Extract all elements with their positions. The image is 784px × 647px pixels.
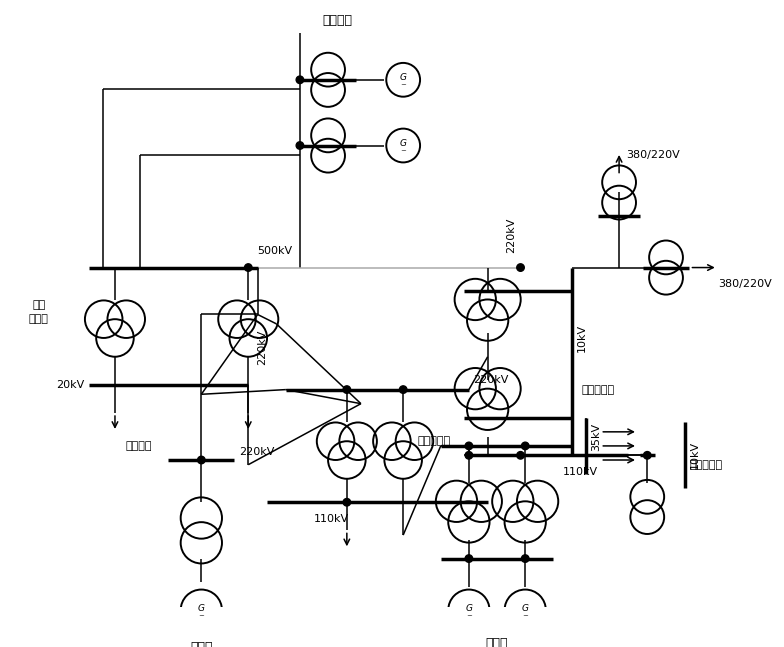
Text: 10kV: 10kV: [577, 324, 587, 352]
Text: 火电厂: 火电厂: [190, 641, 212, 647]
Text: G: G: [198, 604, 205, 613]
Text: 变电所: 变电所: [29, 314, 49, 324]
Circle shape: [198, 456, 205, 464]
Text: 110kV: 110kV: [314, 514, 349, 523]
Text: 380/220V: 380/220V: [719, 279, 772, 289]
Circle shape: [517, 264, 524, 271]
Circle shape: [465, 452, 473, 459]
Circle shape: [296, 142, 303, 149]
Circle shape: [343, 498, 350, 506]
Circle shape: [644, 452, 651, 459]
Circle shape: [521, 555, 529, 562]
Text: ~: ~: [466, 613, 472, 619]
Circle shape: [517, 452, 524, 459]
Text: G: G: [521, 604, 528, 613]
Circle shape: [465, 555, 473, 562]
Circle shape: [296, 76, 303, 83]
Text: ~: ~: [522, 613, 528, 619]
Circle shape: [343, 386, 350, 393]
Text: 220kV: 220kV: [506, 218, 516, 254]
Text: 35kV: 35kV: [591, 422, 601, 450]
Text: ~: ~: [401, 148, 406, 154]
Text: 110kV: 110kV: [563, 466, 598, 477]
Text: 10kV: 10kV: [689, 441, 699, 469]
Circle shape: [521, 442, 529, 450]
Text: 220kV: 220kV: [239, 448, 274, 457]
Text: 220kV: 220kV: [474, 375, 509, 385]
Text: 补偿装置: 补偿装置: [125, 441, 151, 451]
Text: 380/220V: 380/220V: [626, 149, 681, 160]
Text: 220kV: 220kV: [257, 330, 267, 365]
Text: 20kV: 20kV: [56, 380, 84, 390]
Text: 500kV: 500kV: [258, 247, 292, 256]
Text: 枢纽: 枢纽: [32, 300, 45, 310]
Circle shape: [399, 386, 407, 393]
Text: 中间变电所: 中间变电所: [417, 436, 450, 446]
Text: ~: ~: [198, 613, 205, 619]
Text: ~: ~: [401, 82, 406, 89]
Text: G: G: [466, 604, 473, 613]
Text: 水电厂「: 水电厂「: [322, 14, 353, 27]
Text: G: G: [400, 73, 407, 82]
Text: 地区变电所: 地区变电所: [582, 384, 615, 395]
Text: 终端变电所: 终端变电所: [689, 460, 723, 470]
Circle shape: [465, 442, 473, 450]
Text: G: G: [400, 139, 407, 148]
Text: 热电厂: 热电厂: [486, 637, 508, 647]
Circle shape: [245, 264, 252, 271]
